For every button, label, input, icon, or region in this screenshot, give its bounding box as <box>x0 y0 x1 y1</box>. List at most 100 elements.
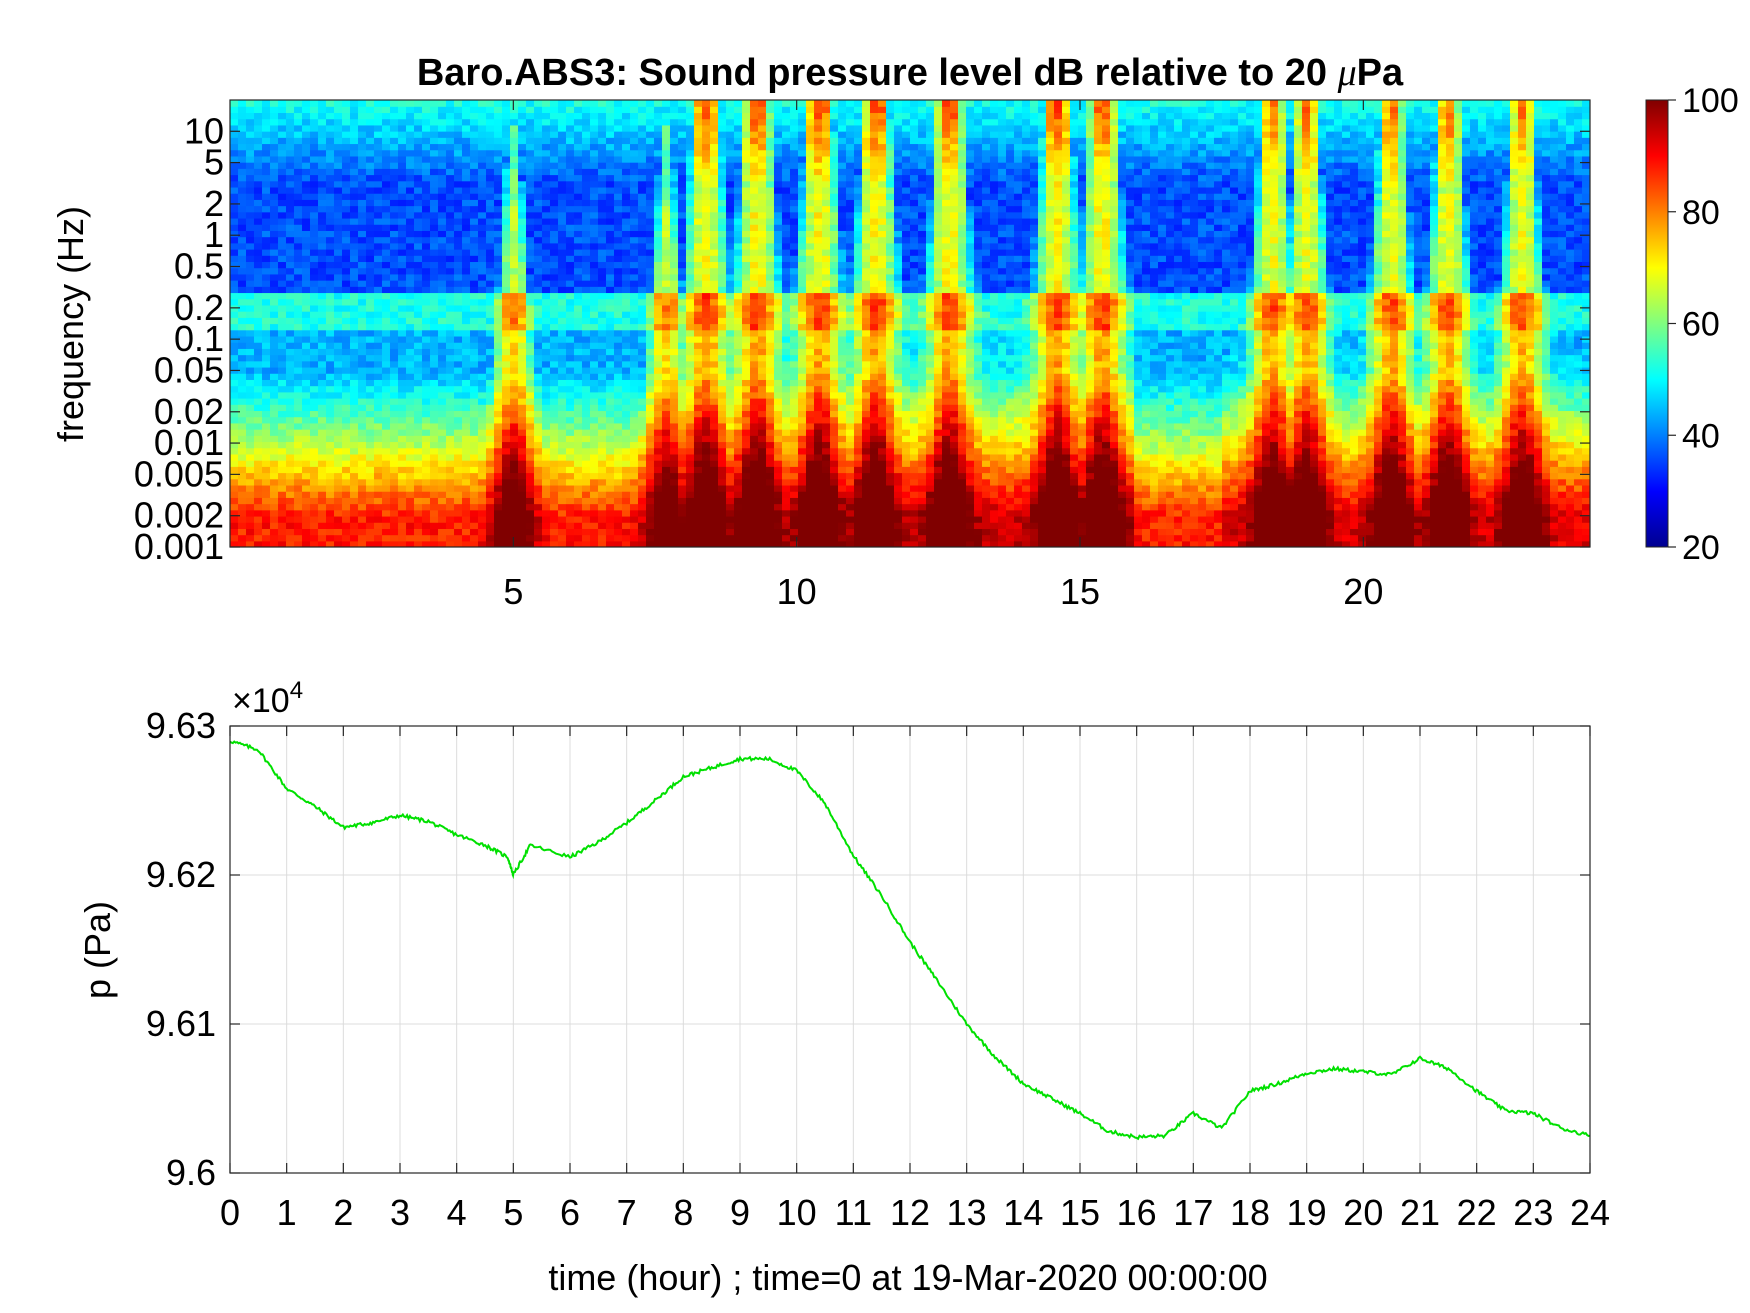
spectrogram-cell <box>526 534 535 542</box>
spectrogram-cell <box>518 398 527 405</box>
spectrogram-cell <box>382 149 391 157</box>
spectrogram-cell <box>654 447 663 455</box>
spectrogram-cell <box>358 366 367 374</box>
spectrogram-cell <box>518 292 527 300</box>
spectrogram-cell <box>758 193 767 200</box>
spectrogram-cell <box>662 460 671 467</box>
spectrogram-cell <box>774 304 783 312</box>
spectrogram-cell <box>286 286 295 294</box>
spectrogram-cell <box>302 180 311 188</box>
spectrogram-cell <box>238 304 247 312</box>
spectrogram-cell <box>526 360 535 368</box>
spectrogram-cell <box>486 398 495 405</box>
spectrogram-cell <box>446 335 455 343</box>
spectrogram-cell <box>710 230 719 238</box>
spectrogram-cell <box>622 311 631 318</box>
spectrogram-cell <box>630 447 639 455</box>
spectrogram-cell <box>462 491 471 498</box>
spectrogram-cell <box>646 106 655 114</box>
spectrogram-cell <box>366 404 375 412</box>
spectrogram-cell <box>302 155 311 163</box>
spectrogram-cell <box>742 385 751 393</box>
spectrogram-cell <box>638 174 647 182</box>
spectrogram-cell <box>366 217 375 225</box>
spectrogram-cell <box>726 447 735 455</box>
spectrogram-cell <box>590 131 599 138</box>
spectrogram-cell <box>326 534 335 542</box>
spectrogram-cell <box>638 205 647 213</box>
spectrogram-cell <box>286 379 295 387</box>
spectrogram-cell <box>750 186 759 194</box>
spectrogram-cell <box>694 106 703 114</box>
spectrogram-cell <box>702 292 711 300</box>
spectrogram-cell <box>438 373 447 380</box>
spectrogram-cell <box>614 236 623 244</box>
spectrogram-cell <box>670 491 679 498</box>
spectrogram-cell <box>502 230 511 238</box>
spectrogram-cell <box>686 447 695 455</box>
spectrogram-cell <box>310 217 319 225</box>
spectrogram-cell <box>238 497 247 505</box>
spectrogram-cell <box>238 534 247 542</box>
spectrogram-cell <box>662 373 671 380</box>
spectrogram-cell <box>278 286 287 294</box>
spectrogram-cell <box>654 385 663 393</box>
spectrogram-cell <box>718 298 727 306</box>
spectrogram-cell <box>446 497 455 505</box>
spectrogram-cell <box>422 447 431 455</box>
spectrogram-cell <box>726 292 735 300</box>
spectrogram-cell <box>646 137 655 145</box>
spectrogram-cell <box>238 528 247 536</box>
spectrogram-cell <box>470 211 479 219</box>
spectrogram-cell <box>582 124 591 132</box>
spectrogram-cell <box>758 385 767 393</box>
spectrogram-cell <box>606 497 615 505</box>
spectrogram-cell <box>350 180 359 188</box>
spectrogram-cell <box>630 534 639 542</box>
spectrogram-cell <box>574 466 583 474</box>
spectrogram-cell <box>414 422 423 430</box>
spectrogram-cell <box>718 217 727 225</box>
spectrogram-cell <box>590 311 599 318</box>
spectrogram-cell <box>478 193 487 200</box>
spectrogram-cell <box>422 354 431 362</box>
spectrogram-cell <box>606 323 615 331</box>
spectrogram-cell <box>670 522 679 529</box>
spectrogram-cell <box>302 528 311 536</box>
spectrogram-cell <box>622 267 631 275</box>
spectrogram-cell <box>774 112 783 120</box>
spectrogram-cell <box>518 379 527 387</box>
spectrogram-cell <box>542 112 551 120</box>
spectrogram-cell <box>710 199 719 207</box>
spectrogram-cell <box>478 236 487 244</box>
spectrogram-cell <box>646 515 655 523</box>
spectrogram-cell <box>278 174 287 182</box>
spectrogram-cell <box>590 366 599 374</box>
spectrogram-cell <box>518 354 527 362</box>
spectrogram-cell <box>766 410 775 418</box>
spectrogram-cell <box>326 478 335 486</box>
spectrogram-cell <box>518 323 527 331</box>
spectrogram-cell <box>326 118 335 126</box>
spectrogram-cell <box>566 379 575 387</box>
spectrogram-cell <box>662 286 671 294</box>
spectrogram-cell <box>734 143 743 151</box>
spectrogram-cell <box>430 509 439 517</box>
spectrogram-cell <box>526 329 535 337</box>
spectrogram-cell <box>374 236 383 244</box>
spectrogram-cell <box>262 447 271 455</box>
spectrogram-cell <box>598 280 607 287</box>
spectrogram-cell <box>750 230 759 238</box>
spectrogram-cell <box>310 385 319 393</box>
spectrogram-cell <box>366 236 375 244</box>
spectrogram-cell <box>470 162 479 169</box>
spectrogram-cell <box>430 360 439 368</box>
spectrogram-cell <box>302 329 311 337</box>
spectrogram-cell <box>766 180 775 188</box>
spectrogram-cell <box>694 168 703 176</box>
spectrogram-cell <box>598 317 607 325</box>
spectrogram-cell <box>678 143 687 151</box>
spectrogram-cell <box>390 112 399 120</box>
spectrogram-cell <box>710 373 719 380</box>
spectrogram-cell <box>542 329 551 337</box>
